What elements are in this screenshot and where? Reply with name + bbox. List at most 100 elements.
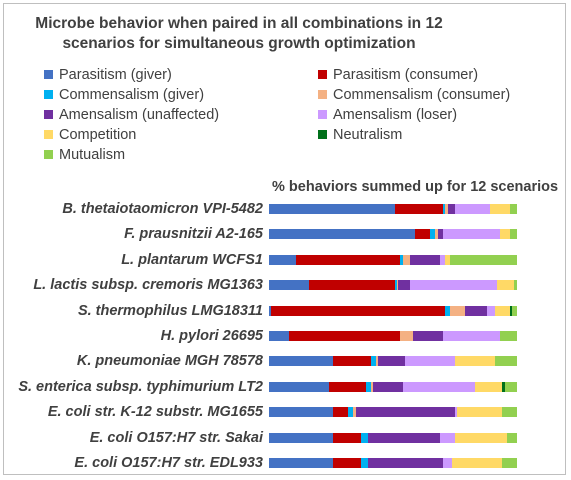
legend-swatch: [318, 110, 327, 119]
bar-segment: [454, 204, 490, 214]
bar-segment: [333, 432, 361, 443]
bar-segment: [509, 204, 517, 214]
bar-segment: [269, 254, 297, 265]
legend-item: Amensalism (loser): [318, 106, 564, 123]
category-label: F. prausnitzii A2-165: [124, 226, 263, 243]
category-label: E. coli str. K-12 substr. MG1655: [47, 404, 263, 421]
category-label: K. pneumoniae MGH 78578: [76, 353, 263, 370]
category-label: H. pylori 26695: [160, 328, 263, 344]
legend-label: Amensalism (unaffected): [59, 106, 220, 123]
bar-segment: [378, 356, 406, 367]
stacked-bar: [269, 381, 517, 392]
bar-segment: [373, 381, 403, 392]
stacked-bar: [269, 229, 517, 240]
legend-label: Commensalism (consumer): [333, 86, 511, 103]
bar-segment: [435, 229, 438, 240]
bar-segment: [269, 229, 416, 240]
legend-item: Mutualism: [44, 146, 318, 163]
category-label: S. enterica subsp. typhimurium LT2: [18, 378, 263, 395]
stacked-bar: [269, 331, 517, 341]
bar-segment: [353, 407, 356, 418]
bar-segment: [405, 356, 455, 367]
bar-segment: [402, 381, 475, 392]
bar-segment: [269, 280, 309, 291]
bar-segment: [269, 305, 272, 316]
bar-segment: [445, 254, 450, 265]
bar-segment: [296, 254, 401, 265]
stacked-bar: [269, 432, 517, 443]
legend-swatch: [44, 90, 53, 99]
legend-swatch: [44, 70, 53, 79]
bar-segment: [269, 432, 334, 443]
bar-segment: [333, 407, 349, 418]
category-label: B. thetaiotaomicron VPI-5482: [62, 201, 263, 217]
bar-segment: [348, 407, 354, 418]
bar-segment: [355, 407, 455, 418]
bar-segment: [454, 356, 495, 367]
bar-segment: [333, 356, 371, 367]
bar-segment: [497, 280, 515, 291]
chart-frame: Microbe behavior when paired in all comb…: [3, 3, 566, 475]
bar-segment: [489, 204, 510, 214]
category-label: E. coli O157:H7 str. Sakai: [89, 429, 263, 446]
bar-segment: [328, 381, 366, 392]
category-label: L. plantarum WCFS1: [121, 251, 263, 268]
bar-segment: [509, 229, 517, 240]
legend-item: Parasitism (consumer): [318, 66, 564, 83]
chart-title: Microbe behavior when paired in all comb…: [4, 14, 474, 54]
bar-segment: [269, 204, 396, 214]
legend-swatch: [318, 130, 327, 139]
bar-segment: [499, 331, 517, 341]
bar-segment: [360, 458, 369, 468]
bar-segment: [502, 458, 517, 468]
bar-segment: [430, 229, 436, 240]
bar-segment: [440, 254, 446, 265]
bar-segment: [410, 280, 498, 291]
bar-segment: [370, 381, 374, 392]
legend-item: Amensalism (unaffected): [44, 106, 318, 123]
bar-segment: [454, 432, 508, 443]
bar-segment: [507, 432, 517, 443]
legend-label: Competition: [59, 126, 137, 143]
bar-segment: [368, 458, 443, 468]
bar-segment: [509, 305, 512, 316]
legend-item: Parasitism (giver): [44, 66, 318, 83]
legend-label: Mutualism: [59, 146, 126, 163]
bar-segment: [370, 356, 376, 367]
bar-segment: [440, 432, 455, 443]
bar-segment: [454, 407, 458, 418]
chart-legend: Parasitism (giver) Parasitism (consumer) C…: [44, 66, 564, 163]
legend-label: Neutralism: [333, 126, 403, 143]
bar-segment: [499, 229, 510, 240]
stacked-bar: [269, 305, 517, 316]
stacked-bar: [269, 280, 517, 291]
stacked-bar: [269, 458, 517, 468]
stacked-bar: [269, 254, 517, 265]
stacked-bar: [269, 407, 517, 418]
legend-label: Parasitism (consumer): [333, 66, 479, 83]
bar-segment: [415, 229, 431, 240]
legend-item: Commensalism (giver): [44, 86, 318, 103]
bar-segment: [333, 458, 361, 468]
bar-segment: [368, 432, 441, 443]
category-label: E. coli O157:H7 str. EDL933: [74, 455, 263, 471]
bar-segment: [442, 458, 453, 468]
legend-swatch: [318, 70, 327, 79]
category-label: L. lactis subsp. cremoris MG1363: [33, 277, 263, 294]
legend-label: Commensalism (giver): [59, 86, 205, 103]
category-label: S. thermophilus LMG18311: [77, 302, 263, 319]
bar-segment: [474, 381, 503, 392]
legend-swatch: [318, 90, 327, 99]
bar-segment: [288, 331, 401, 341]
chart-subtitle: % behaviors summed up for 12 scenarios: [272, 179, 559, 195]
bar-segment: [502, 381, 505, 392]
bar-segment: [487, 305, 495, 316]
bar-segment: [395, 280, 397, 291]
bar-segment: [504, 381, 517, 392]
bar-segment: [375, 356, 379, 367]
bar-segment: [445, 204, 448, 214]
bar-segment: [445, 305, 451, 316]
legend-swatch: [44, 110, 53, 119]
bar-segment: [271, 305, 446, 316]
bar-segment: [442, 204, 446, 214]
